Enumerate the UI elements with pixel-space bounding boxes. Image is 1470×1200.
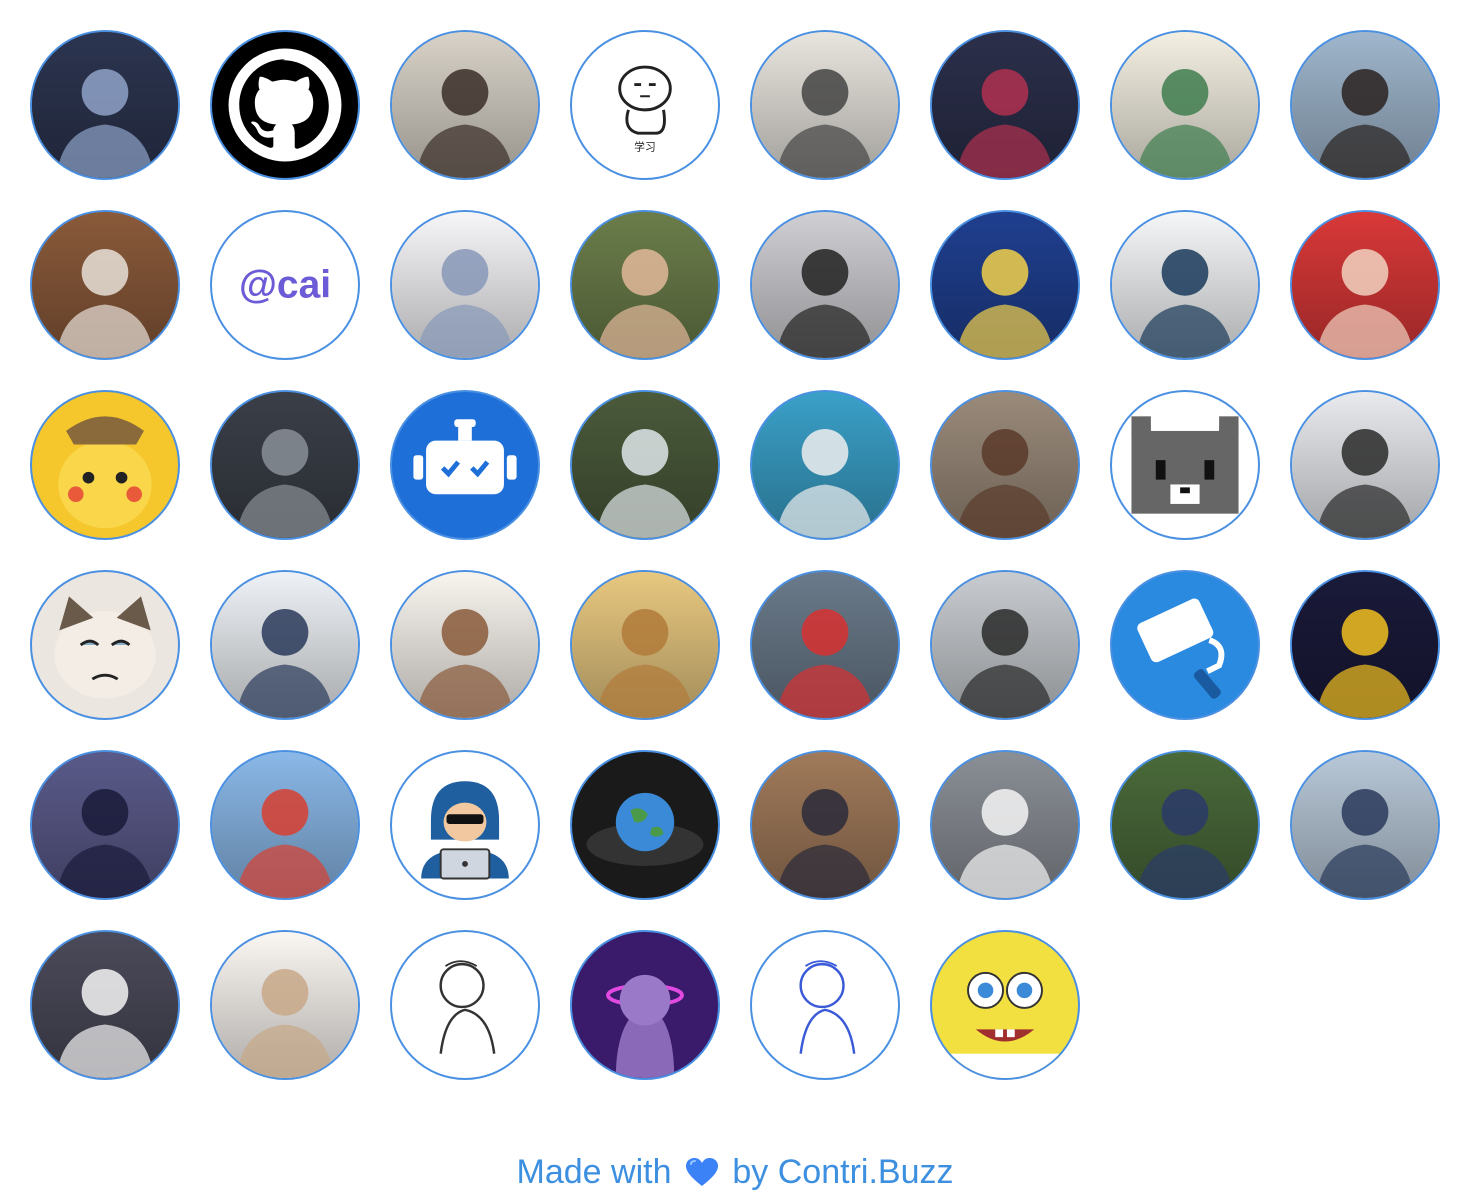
- contributor-avatar[interactable]: [750, 570, 900, 720]
- basketball-player-avatar: [1292, 572, 1438, 718]
- svg-text:@cai: @cai: [239, 264, 331, 307]
- paint-roller-logo-avatar: [1137, 598, 1225, 699]
- robot-logo-avatar: [413, 419, 517, 495]
- photo-portrait-avatar: [1292, 32, 1438, 178]
- cat-meme-avatar: [32, 932, 178, 1078]
- contributor-avatar[interactable]: [930, 390, 1080, 540]
- street-sign-photo-avatar: [572, 392, 718, 538]
- contributor-avatar[interactable]: [390, 30, 540, 180]
- contributor-avatar[interactable]: [570, 210, 720, 360]
- contributor-avatar[interactable]: [570, 930, 720, 1080]
- contributor-avatar[interactable]: [210, 750, 360, 900]
- contributor-avatar[interactable]: [1290, 210, 1440, 360]
- contributor-avatar[interactable]: [30, 570, 180, 720]
- anime-girl-avatar: [212, 932, 358, 1078]
- contributor-avatar[interactable]: [930, 750, 1080, 900]
- contributor-avatar[interactable]: [210, 570, 360, 720]
- anime-lion-avatar: [572, 572, 718, 718]
- sketch-doodle-avatar: [799, 960, 856, 1054]
- space-avatar: [32, 32, 178, 178]
- contributors-grid: 学习: [30, 30, 1470, 1080]
- contributor-avatar[interactable]: [210, 30, 360, 180]
- photo-portrait-avatar: [1112, 752, 1258, 898]
- contributor-avatar[interactable]: [1110, 390, 1260, 540]
- contributor-avatar[interactable]: [390, 930, 540, 1080]
- photo-street-avatar: [212, 392, 358, 538]
- cat-photo-avatar: [32, 212, 178, 358]
- photo-portrait-avatar: [392, 212, 538, 358]
- contributor-avatar[interactable]: [390, 210, 540, 360]
- person-with-cat-avatar: [752, 212, 898, 358]
- grumpy-cat-avatar: [54, 596, 156, 699]
- contributor-avatar[interactable]: [570, 390, 720, 540]
- car-photo-avatar: [932, 752, 1078, 898]
- contributor-avatar[interactable]: [930, 570, 1080, 720]
- contributor-avatar[interactable]: [210, 930, 360, 1080]
- contributor-avatar[interactable]: [30, 750, 180, 900]
- contributor-avatar[interactable]: [930, 210, 1080, 360]
- contributor-avatar[interactable]: [30, 930, 180, 1080]
- fish-art-avatar: [1112, 212, 1258, 358]
- photo-portrait-avatar: [932, 572, 1078, 718]
- contributor-avatar[interactable]: [1290, 570, 1440, 720]
- contributor-avatar[interactable]: 学习: [570, 30, 720, 180]
- spongebob-avatar: [941, 941, 1069, 1078]
- contributor-avatar[interactable]: @cai: [210, 210, 360, 360]
- contributor-avatar[interactable]: [750, 210, 900, 360]
- line-drawing-avatar: [439, 960, 496, 1054]
- cartoon-boy-cat-avatar: [1112, 32, 1258, 178]
- photo-portrait-avatar: [392, 32, 538, 178]
- pikachu-avatar: [58, 416, 152, 529]
- doodle-study-avatar: 学习: [618, 65, 672, 154]
- contributor-avatar[interactable]: [390, 570, 540, 720]
- contributor-avatar[interactable]: [1110, 570, 1260, 720]
- contributor-avatar[interactable]: [1110, 30, 1260, 180]
- footer-credit[interactable]: Made with by Contri.Buzz: [0, 1150, 1470, 1198]
- contributor-avatar[interactable]: [30, 390, 180, 540]
- contributor-avatar[interactable]: [390, 390, 540, 540]
- contributor-avatar[interactable]: [930, 30, 1080, 180]
- contributor-avatar[interactable]: [210, 390, 360, 540]
- contributor-avatar[interactable]: [570, 750, 720, 900]
- pixel-cat-avatar: [1131, 406, 1239, 514]
- contributor-avatar[interactable]: [1290, 390, 1440, 540]
- contributor-avatar[interactable]: [570, 570, 720, 720]
- couple-photo-avatar: [752, 32, 898, 178]
- anime-glasses-avatar: [212, 572, 358, 718]
- photo-portrait-avatar: [1292, 392, 1438, 538]
- anime-moon-avatar: [932, 212, 1078, 358]
- contributor-avatar[interactable]: [1290, 750, 1440, 900]
- cartoon-boy-avatar: [392, 572, 538, 718]
- blue-heart-icon: [685, 1154, 719, 1198]
- contributor-avatar[interactable]: [930, 930, 1080, 1080]
- contributor-avatar[interactable]: [30, 30, 180, 180]
- contributor-avatar[interactable]: [1110, 750, 1260, 900]
- photo-snow-avatar: [1292, 752, 1438, 898]
- red-toy-avatar: [752, 572, 898, 718]
- photo-building-avatar: [752, 752, 898, 898]
- photo-portrait-avatar: [572, 212, 718, 358]
- contributor-avatar[interactable]: [750, 750, 900, 900]
- hacker-avatar: [421, 781, 509, 880]
- contributor-avatar[interactable]: [750, 930, 900, 1080]
- svg-text:学习: 学习: [634, 141, 655, 154]
- contributor-avatar[interactable]: [390, 750, 540, 900]
- earth-art-avatar: [586, 792, 704, 866]
- contributor-avatar[interactable]: [750, 390, 900, 540]
- contributor-avatar[interactable]: [1110, 210, 1260, 360]
- contributor-avatar[interactable]: [750, 30, 900, 180]
- footer-suffix: by Contri.Buzz: [732, 1153, 954, 1191]
- photo-speaker-avatar: [32, 752, 178, 898]
- anime-dark-avatar: [932, 32, 1078, 178]
- photo-portrait-avatar: [932, 392, 1078, 538]
- husky-photo-avatar: [752, 392, 898, 538]
- contributor-avatar[interactable]: [30, 210, 180, 360]
- footer-prefix: Made with: [516, 1153, 672, 1191]
- photo-portrait-avatar: [1292, 212, 1438, 358]
- photo-outdoor-avatar: [212, 752, 358, 898]
- contributor-avatar[interactable]: [1290, 30, 1440, 180]
- github-logo-avatar: [228, 48, 342, 162]
- cai-logo-avatar: @cai: [239, 264, 331, 307]
- neon-statue-avatar: [606, 974, 684, 1078]
